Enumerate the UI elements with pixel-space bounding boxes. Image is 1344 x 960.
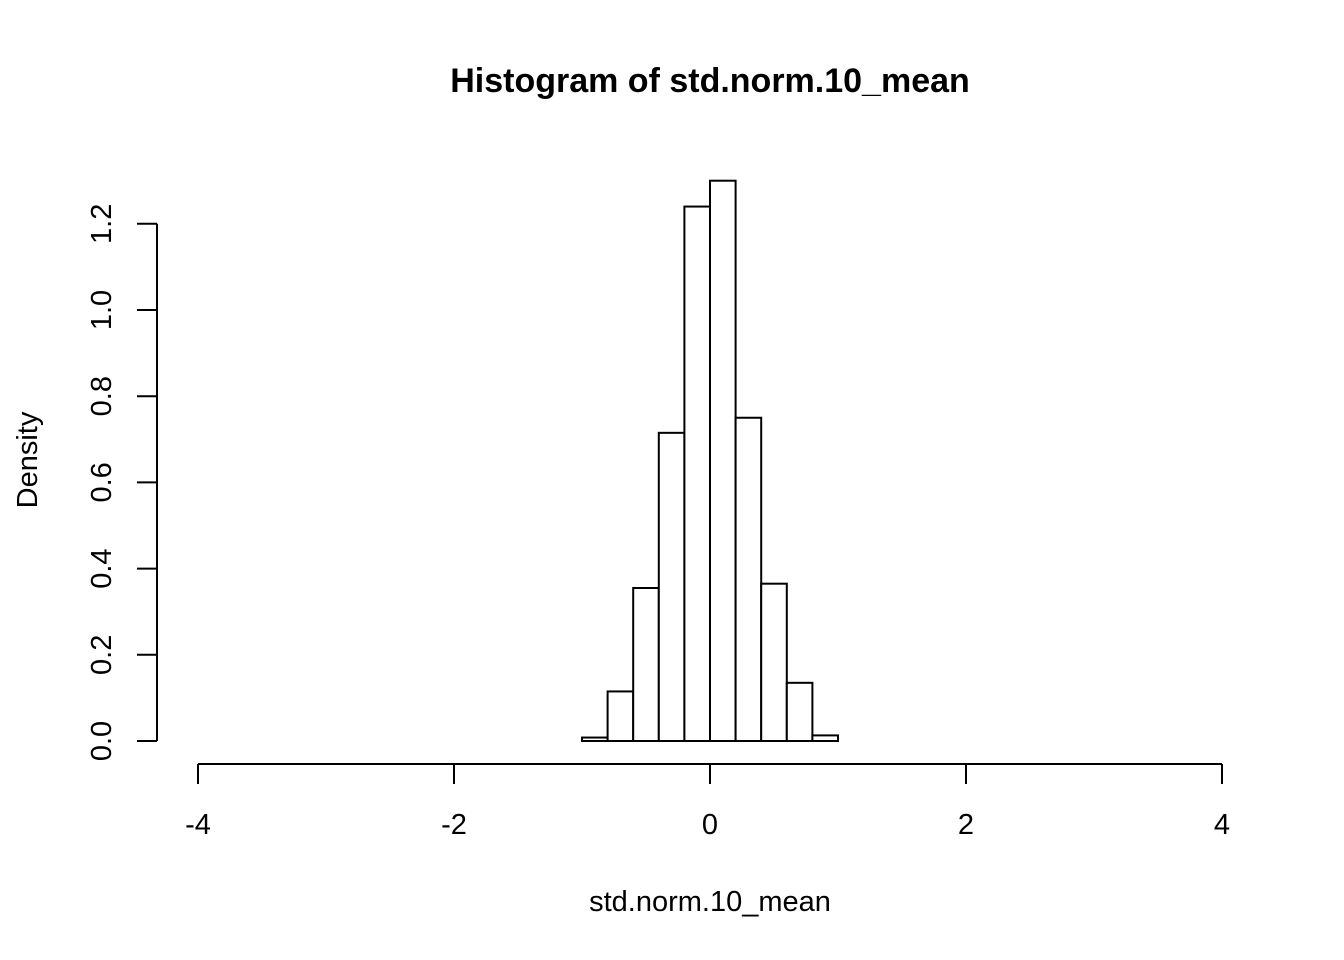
y-tick-label: 0.8	[86, 376, 118, 416]
histogram-bar	[734, 416, 763, 742]
y-tick-label: 1.0	[86, 290, 118, 330]
histogram-bar	[683, 205, 712, 742]
x-axis: -4 -2 0 2 4	[185, 763, 1230, 841]
histogram-bar	[709, 179, 737, 742]
histogram-bar	[632, 586, 660, 742]
histogram-bar	[606, 690, 635, 742]
y-tick-label: 0.0	[86, 721, 118, 761]
histogram-bar	[581, 736, 609, 743]
x-tick-label: 0	[702, 809, 718, 841]
histogram-bar	[657, 431, 686, 742]
y-axis: 0.0 0.2 0.4 0.6 0.8 1.0 1.2	[86, 204, 158, 761]
x-tick-label: 4	[1214, 809, 1230, 841]
y-tick-label: 0.4	[86, 548, 118, 588]
chart-title: Histogram of std.norm.10_mean	[450, 62, 970, 100]
histogram-bar	[760, 582, 788, 742]
x-axis-label: std.norm.10_mean	[589, 886, 831, 918]
x-tick-label: -2	[441, 809, 467, 841]
y-axis-label: Density	[12, 411, 44, 508]
y-tick-label: 1.2	[86, 204, 118, 244]
histogram-bar	[811, 734, 840, 742]
x-tick-label: -4	[185, 809, 211, 841]
x-tick-label: 2	[958, 809, 974, 841]
bars-group	[581, 179, 840, 743]
histogram-bar	[785, 681, 814, 743]
y-tick-label: 0.6	[86, 462, 118, 502]
y-tick-label: 0.2	[86, 635, 118, 675]
